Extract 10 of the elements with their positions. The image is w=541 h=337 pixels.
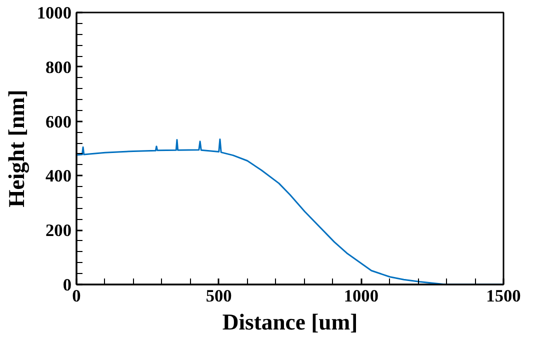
x-tick-label: 1500 — [486, 286, 521, 306]
y-axis-title: Height [nm] — [4, 90, 29, 208]
x-axis-title: Distance [um] — [222, 310, 358, 334]
y-tick-label: 600 — [46, 112, 72, 132]
x-tick-label: 500 — [206, 286, 232, 306]
y-tick-label: 800 — [46, 58, 72, 77]
y-tick-label: 200 — [46, 221, 72, 240]
y-tick-label: 1000 — [36, 4, 72, 22]
x-tick-label: 1000 — [344, 286, 378, 306]
y-tick-label: 400 — [46, 166, 72, 186]
